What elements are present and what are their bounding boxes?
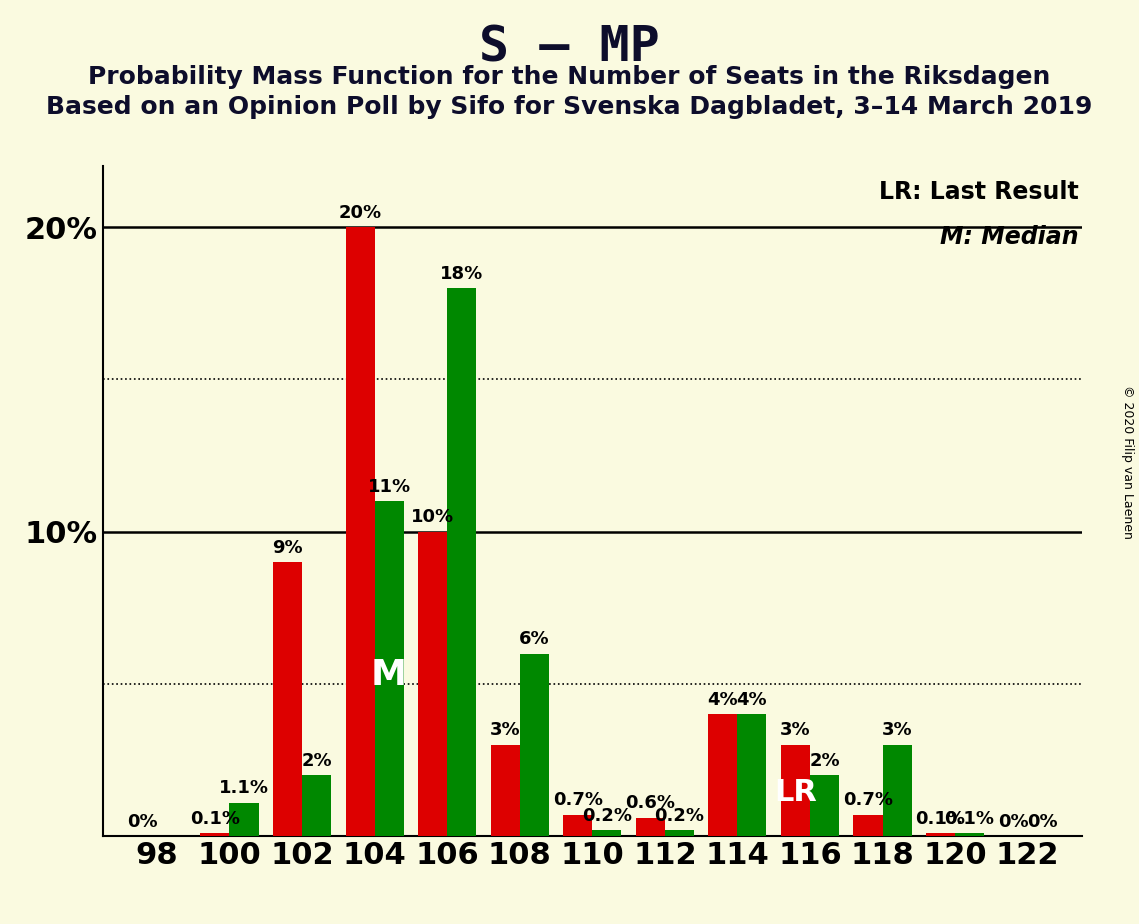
Bar [519, 653, 549, 836]
Bar [592, 830, 621, 836]
Bar [302, 775, 331, 836]
Text: 0.1%: 0.1% [916, 809, 966, 828]
Bar [737, 714, 767, 836]
Text: 2%: 2% [809, 752, 839, 770]
Text: LR: LR [775, 778, 817, 807]
Bar [883, 745, 911, 836]
Bar [564, 815, 592, 836]
Bar [273, 562, 302, 836]
Bar [418, 531, 448, 836]
Bar [956, 833, 984, 836]
Bar [781, 745, 810, 836]
Text: 0.1%: 0.1% [944, 809, 994, 828]
Text: 3%: 3% [780, 722, 811, 739]
Bar [926, 833, 956, 836]
Bar [708, 714, 737, 836]
Text: 4%: 4% [737, 691, 768, 709]
Bar [448, 288, 476, 836]
Bar [491, 745, 519, 836]
Text: LR: Last Result: LR: Last Result [879, 180, 1079, 203]
Bar [345, 227, 375, 836]
Bar [200, 833, 229, 836]
Bar [853, 815, 883, 836]
Text: 9%: 9% [272, 539, 303, 556]
Text: 0.6%: 0.6% [625, 795, 675, 812]
Text: 1.1%: 1.1% [219, 779, 269, 797]
Bar [375, 501, 403, 836]
Text: © 2020 Filip van Laenen: © 2020 Filip van Laenen [1121, 385, 1134, 539]
Text: 0%: 0% [998, 813, 1029, 831]
Text: 0%: 0% [128, 813, 157, 831]
Text: 11%: 11% [368, 478, 411, 496]
Bar [636, 818, 665, 836]
Bar [229, 803, 259, 836]
Text: 6%: 6% [519, 630, 549, 648]
Text: 0.2%: 0.2% [582, 807, 632, 824]
Text: 18%: 18% [440, 264, 483, 283]
Text: Probability Mass Function for the Number of Seats in the Riksdagen: Probability Mass Function for the Number… [89, 65, 1050, 89]
Text: 10%: 10% [411, 508, 454, 527]
Text: 0%: 0% [1027, 813, 1057, 831]
Text: 20%: 20% [338, 203, 382, 222]
Text: 4%: 4% [707, 691, 738, 709]
Text: 3%: 3% [882, 722, 912, 739]
Text: M: Median: M: Median [941, 225, 1079, 249]
Bar [665, 830, 694, 836]
Text: M: M [371, 659, 407, 692]
Text: 0.2%: 0.2% [654, 807, 704, 824]
Text: Based on an Opinion Poll by Sifo for Svenska Dagbladet, 3–14 March 2019: Based on an Opinion Poll by Sifo for Sve… [47, 95, 1092, 119]
Text: 0.7%: 0.7% [843, 792, 893, 809]
Text: 3%: 3% [490, 722, 521, 739]
Text: 0.7%: 0.7% [552, 792, 603, 809]
Text: 0.1%: 0.1% [190, 809, 240, 828]
Bar [810, 775, 839, 836]
Text: 2%: 2% [301, 752, 331, 770]
Text: S – MP: S – MP [480, 23, 659, 71]
